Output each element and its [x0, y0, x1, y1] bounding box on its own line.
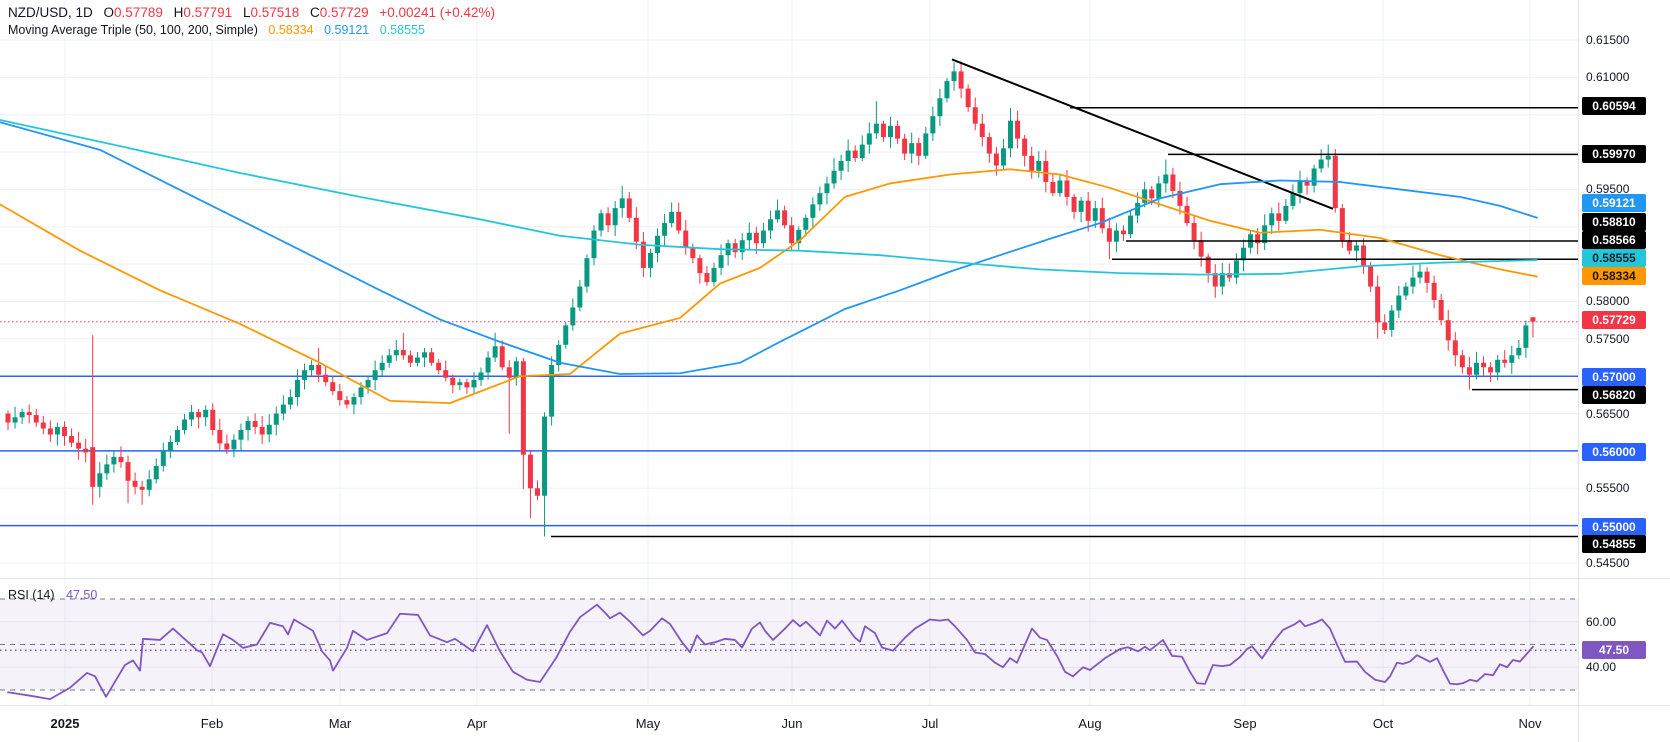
symbol-title[interactable]: NZD/USD, 1D: [8, 5, 93, 20]
chart-legend: NZD/USD, 1D O0.57789 H0.57791 L0.57518 C…: [8, 5, 495, 37]
price-level-badge: 0.54855: [1582, 535, 1646, 553]
time-tick-label: Oct: [1372, 716, 1394, 731]
price-tick-label: 0.55500: [1586, 481, 1630, 495]
ohlc-readout: O0.57789 H0.57791 L0.57518 C0.57729 +0.0…: [103, 5, 495, 20]
price-tick-label: 0.61000: [1586, 70, 1630, 84]
price-level-badge: 0.59121: [1582, 194, 1646, 212]
price-axis[interactable]: 0.61500 0.61000 0.59500 0.58000 0.57500 0.565…: [1578, 0, 1670, 705]
price-level-badge: 0.58334: [1582, 267, 1646, 285]
time-tick-label: Apr: [466, 716, 488, 731]
price-level-badge: 0.58566: [1582, 231, 1646, 249]
time-tick-label: Feb: [200, 716, 224, 731]
ma50-value: 0.58334: [268, 23, 314, 37]
time-axis[interactable]: 2025 Feb Mar Apr May Jun Jul Aug Sep Oct Nov: [0, 705, 1670, 742]
price-level-badge: 0.56820: [1582, 386, 1646, 404]
rsi-title[interactable]: RSI (14): [8, 588, 55, 602]
rsi-level-badge: 47.50: [1582, 641, 1646, 659]
price-level-badge: 0.55000: [1582, 518, 1646, 536]
ma200-value: 0.58555: [379, 23, 425, 37]
time-tick-label: Jul: [921, 716, 939, 731]
price-level-badge: 0.60594: [1582, 97, 1646, 115]
price-level-badge: 0.57729: [1582, 311, 1646, 329]
time-tick-label: Mar: [328, 716, 352, 731]
rsi-legend: RSI (14) 47.50: [8, 588, 97, 602]
price-tick-label: 0.59500: [1586, 182, 1630, 196]
rsi-tick-label: 40.00: [1586, 660, 1617, 674]
indicator-title[interactable]: Moving Average Triple (50, 100, 200, Sim…: [8, 23, 258, 37]
pane-separator[interactable]: [0, 578, 1670, 579]
time-tick-label: May: [635, 716, 661, 731]
price-tick-label: 0.58000: [1586, 294, 1630, 308]
rsi-value: 47.50: [66, 588, 98, 602]
price-level-badge: 0.57000: [1582, 368, 1646, 386]
time-tick-label: Aug: [1078, 716, 1102, 731]
indicator-row: Moving Average Triple (50, 100, 200, Sim…: [8, 23, 495, 37]
time-tick-label: Nov: [1518, 716, 1542, 731]
price-tick-label: 0.57500: [1586, 332, 1630, 346]
rsi-tick-label: 60.00: [1586, 615, 1617, 629]
price-tick-label: 0.61500: [1586, 33, 1630, 47]
ma100-value: 0.59121: [324, 23, 370, 37]
axis-separator-vertical: [1578, 0, 1579, 742]
price-tick-label: 0.54500: [1586, 556, 1630, 570]
time-tick-label: Jun: [781, 716, 803, 731]
symbol-row: NZD/USD, 1D O0.57789 H0.57791 L0.57518 C…: [8, 5, 495, 20]
time-tick-label: Sep: [1233, 716, 1257, 731]
time-tick-label: 2025: [50, 716, 80, 731]
price-level-badge: 0.58555: [1582, 249, 1646, 267]
price-level-badge: 0.59970: [1582, 145, 1646, 163]
price-tick-label: 0.56500: [1586, 407, 1630, 421]
price-level-badge: 0.58810: [1582, 213, 1646, 231]
change-readout: +0.00241 (+0.42%): [379, 5, 495, 20]
price-level-badge: 0.56000: [1582, 443, 1646, 461]
